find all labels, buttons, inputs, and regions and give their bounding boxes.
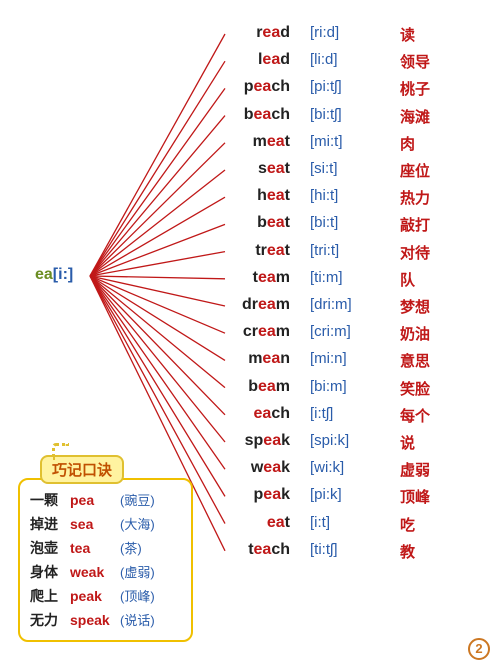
chinese: 教 bbox=[400, 541, 415, 562]
phonetic: [spi:k] bbox=[310, 432, 349, 449]
tip-row: 身体weak(虚弱) bbox=[30, 560, 181, 584]
tip-row: 无力speak(说话) bbox=[30, 608, 181, 632]
chinese: 热力 bbox=[400, 187, 430, 208]
chinese: 吃 bbox=[400, 514, 415, 535]
page-number: 2 bbox=[468, 638, 490, 660]
word: beach bbox=[244, 106, 290, 124]
word: beam bbox=[248, 378, 290, 396]
phonetic: [mi:n] bbox=[310, 350, 347, 367]
phonetic: [pi:tʃ] bbox=[310, 78, 342, 95]
chinese: 海滩 bbox=[400, 106, 430, 127]
word: heat bbox=[257, 187, 290, 205]
chinese: 梦想 bbox=[400, 296, 430, 317]
chinese: 对待 bbox=[400, 242, 430, 263]
chinese: 意思 bbox=[400, 350, 430, 371]
word: team bbox=[253, 269, 290, 287]
phonetic: [li:d] bbox=[310, 51, 338, 68]
word: peak bbox=[254, 486, 290, 504]
chinese: 读 bbox=[400, 24, 415, 45]
word: cream bbox=[243, 323, 290, 341]
phonetic: [mi:t] bbox=[310, 133, 343, 150]
tip-row: 爬上peak(顶峰) bbox=[30, 584, 181, 608]
word: beat bbox=[257, 214, 290, 232]
word: peach bbox=[244, 78, 290, 96]
word: dream bbox=[242, 296, 290, 314]
phonetic: [bi:t] bbox=[310, 214, 338, 231]
word: teach bbox=[248, 541, 290, 559]
chinese: 笑脸 bbox=[400, 378, 430, 399]
word: treat bbox=[255, 242, 290, 260]
phonetic: [si:t] bbox=[310, 160, 338, 177]
tip-row: 掉进sea(大海) bbox=[30, 512, 181, 536]
phonetic: [bi:m] bbox=[310, 378, 347, 395]
phonetic: [i:tʃ] bbox=[310, 405, 333, 422]
chinese: 奶油 bbox=[400, 323, 430, 344]
chinese: 每个 bbox=[400, 405, 430, 426]
chinese: 敲打 bbox=[400, 214, 430, 235]
phonetic: [ri:d] bbox=[310, 24, 339, 41]
phonetic: [ti:tʃ] bbox=[310, 541, 338, 558]
phonetic: [dri:m] bbox=[310, 296, 352, 313]
phonetic: [hi:t] bbox=[310, 187, 338, 204]
word: speak bbox=[245, 432, 290, 450]
phonetic: [tri:t] bbox=[310, 242, 339, 259]
tip-row: 一颗pea(豌豆) bbox=[30, 488, 181, 512]
chinese: 座位 bbox=[400, 160, 430, 181]
chinese: 领导 bbox=[400, 51, 430, 72]
phonetic: [ti:m] bbox=[310, 269, 343, 286]
phonetic: [i:t] bbox=[310, 514, 330, 531]
word: seat bbox=[258, 160, 290, 178]
phonetic: [bi:tʃ] bbox=[310, 106, 342, 123]
chinese: 桃子 bbox=[400, 78, 430, 99]
phonetic: [cri:m] bbox=[310, 323, 351, 340]
word: each bbox=[254, 405, 290, 423]
chinese: 队 bbox=[400, 269, 415, 290]
word: meat bbox=[253, 133, 290, 151]
phonetic: [wi:k] bbox=[310, 459, 344, 476]
chinese: 顶峰 bbox=[400, 486, 430, 507]
word: lead bbox=[258, 51, 290, 69]
word: mean bbox=[248, 350, 290, 368]
chinese: 肉 bbox=[400, 133, 415, 154]
chinese: 虚弱 bbox=[400, 459, 430, 480]
word: weak bbox=[251, 459, 290, 477]
tip-row: 泡壶tea(茶) bbox=[30, 536, 181, 560]
word: read bbox=[256, 24, 290, 42]
chinese: 说 bbox=[400, 432, 415, 453]
word: eat bbox=[267, 514, 290, 532]
tips-box: 一颗pea(豌豆)掉进sea(大海)泡壶tea(茶)身体weak(虚弱)爬上pe… bbox=[18, 478, 193, 642]
phonetic: [pi:k] bbox=[310, 486, 342, 503]
tips-title: 巧记口诀 bbox=[40, 455, 124, 484]
root-label: ea[i:] bbox=[35, 266, 73, 284]
